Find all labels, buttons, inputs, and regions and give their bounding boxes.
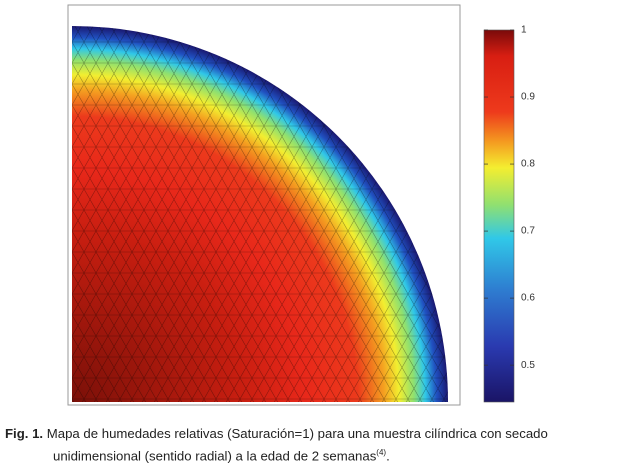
caption-label: Fig. 1.	[5, 426, 44, 441]
colorbar-tick-label: 0.6	[521, 293, 535, 304]
colorbar-tick-label: 0.9	[521, 92, 535, 103]
colorbar-tick-label: 0.8	[521, 159, 535, 170]
colorbar	[483, 29, 515, 403]
caption-period: .	[386, 448, 390, 464]
caption: Fig. 1. Mapa de humedades relativas (Sat…	[5, 424, 617, 465]
caption-reference: (4)	[376, 448, 387, 457]
colorbar-tick-label: 1	[521, 25, 527, 36]
colorbar-tick-label: 0.7	[521, 226, 535, 237]
figure: 1 0.9 0.8 0.7 0.6 0.5	[67, 4, 535, 406]
colorbar-tick-label: 0.5	[521, 360, 535, 371]
caption-text: Mapa de humedades relativas (Saturación=…	[46, 426, 548, 464]
